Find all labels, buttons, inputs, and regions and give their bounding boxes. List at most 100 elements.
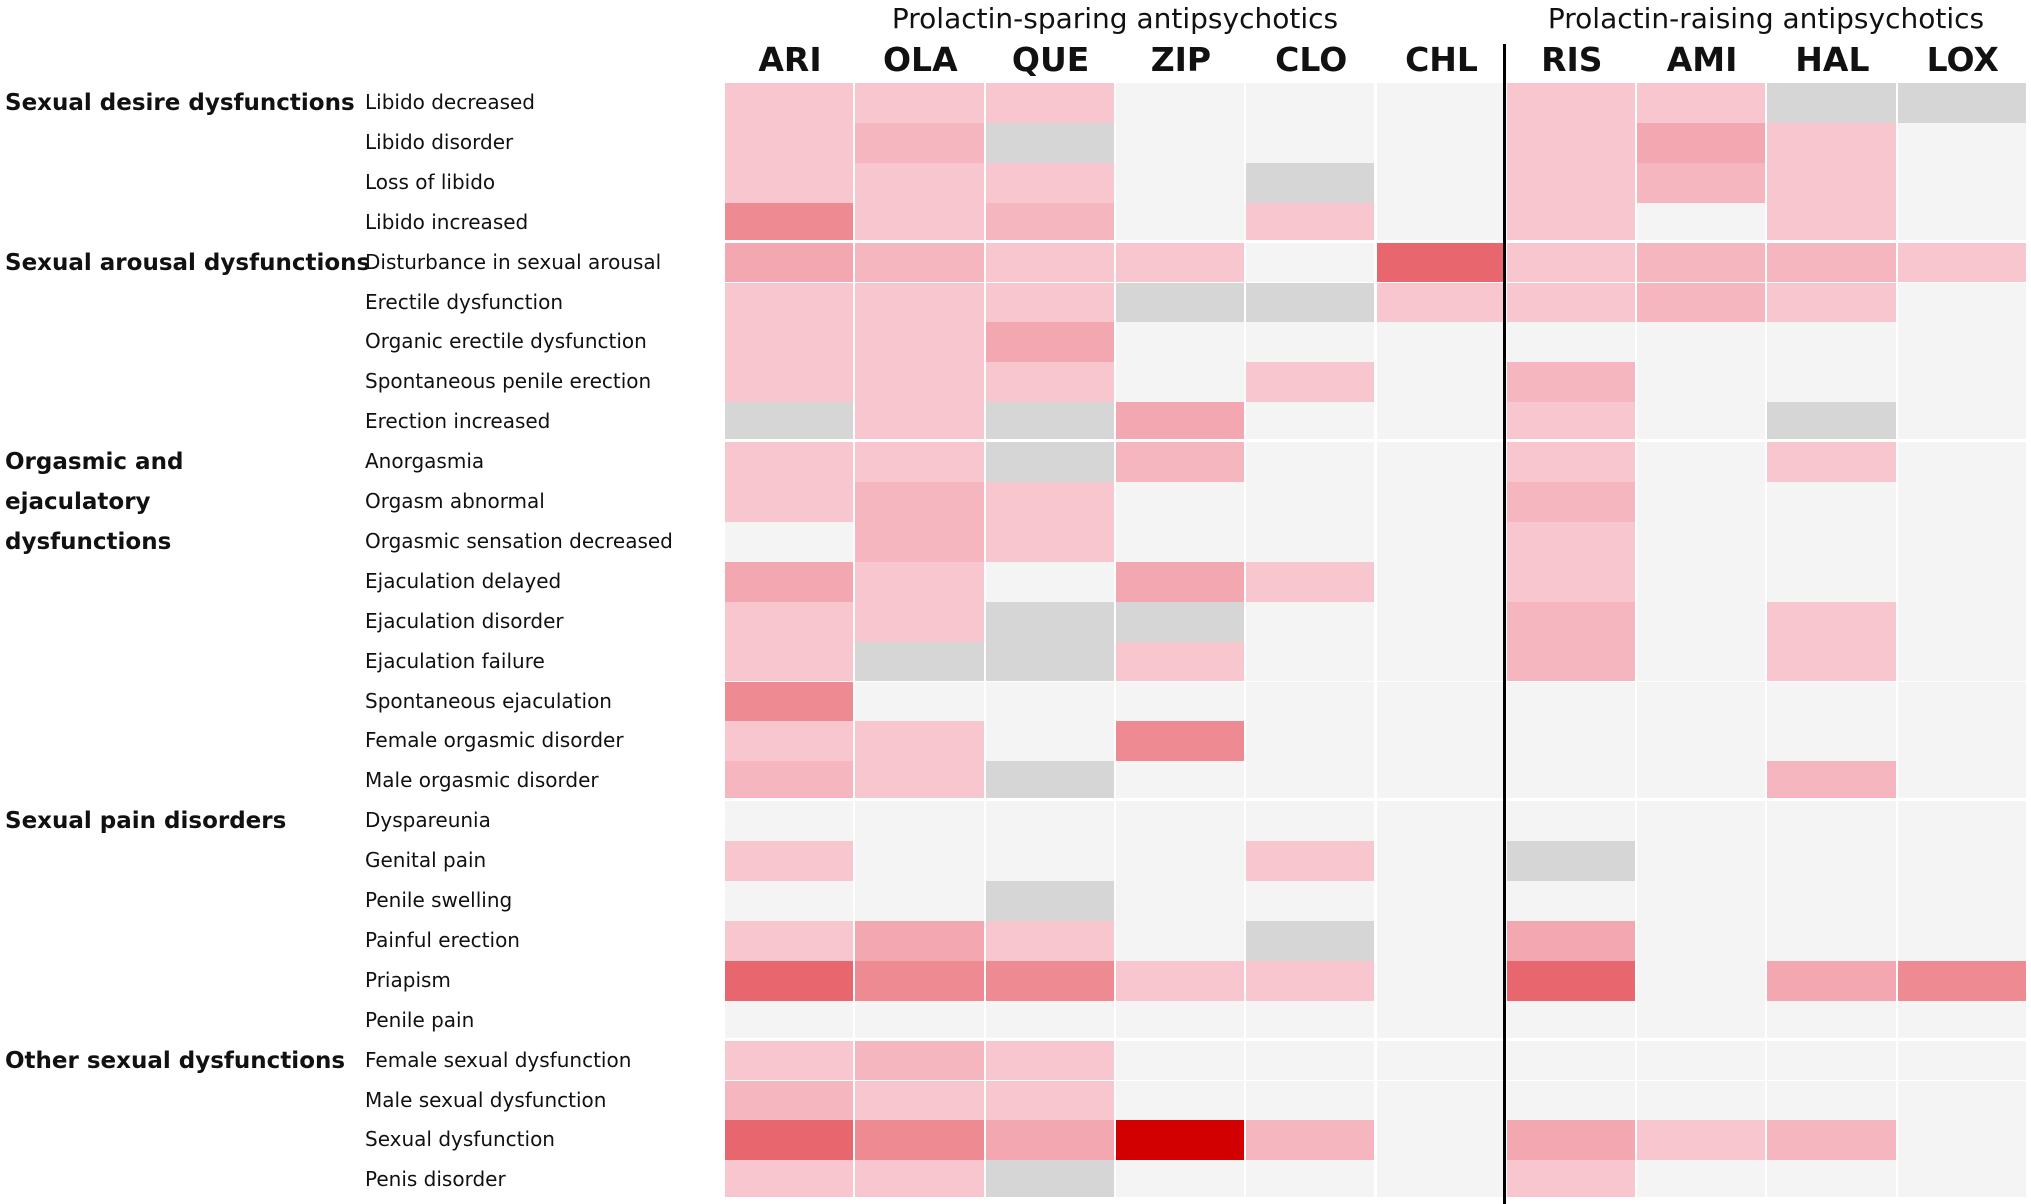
heatmap-cell [725,841,854,881]
heatmap-cell [1115,322,1245,363]
heatmap-cell [1115,482,1245,522]
heatmap-cell [985,721,1114,762]
heatmap-cell [855,641,984,682]
heatmap-cell [855,960,984,1001]
heatmap-cell [1767,242,1896,283]
heatmap-cell [1246,1040,1375,1081]
heatmap-cell [855,1160,984,1198]
heatmap-cell [1115,202,1245,240]
row-label: Penile swelling [365,888,513,912]
heatmap-cell [1115,960,1245,1001]
heatmap-cell [1506,1160,1636,1198]
heatmap-cell [725,1040,854,1081]
heatmap-cell [1637,960,1766,1001]
heatmap-cell [1246,322,1375,363]
column-header-que: QUE [1011,40,1090,79]
heatmap-cell [1506,162,1636,203]
heatmap-cell [1115,881,1245,921]
heatmap-cell [855,282,984,323]
heatmap-cell [1637,322,1766,363]
heatmap-cell [1767,841,1896,881]
heatmap-cell [1767,1160,1896,1198]
heatmap-cell [1767,681,1896,722]
heatmap-cell [1246,202,1375,240]
heatmap-cell [985,641,1114,682]
column-header-ami: AMI [1666,40,1738,79]
heatmap-cell [1376,1080,1505,1121]
row-label: Penile pain [365,1007,475,1032]
heatmap-cell [1767,920,1896,961]
heatmap-cell [1767,122,1896,163]
heatmap-cell [1506,362,1636,403]
heatmap-cell [1246,442,1375,482]
heatmap-cell [855,761,984,799]
heatmap-cell [1115,282,1245,323]
heatmap-cell [985,881,1114,921]
heatmap-cell [855,402,984,440]
heatmap-cell [1376,841,1505,881]
heatmap-cell [725,721,854,762]
column-header-clo: CLO [1275,40,1348,79]
heatmap-cell [1376,1000,1505,1038]
heatmap-cell [1767,521,1896,562]
heatmap-cell [1246,721,1375,762]
heatmap-cell [1376,601,1505,642]
heatmap-cell [1376,83,1505,123]
heatmap-cell [1637,162,1766,203]
row-label: Libido disorder [365,129,514,154]
heatmap-cell [725,681,854,722]
row-label: Genital pain [365,848,487,873]
heatmap-cell [1246,960,1375,1001]
heatmap-cell [725,122,854,163]
heatmap-cell [1506,920,1636,961]
heatmap-cell [1246,881,1375,921]
heatmap-cell [1637,402,1766,440]
heatmap-cell [855,841,984,881]
heatmap-cell [855,920,984,961]
heatmap-cell [1376,482,1505,522]
heatmap-cell [855,1120,984,1161]
heatmap-cell [1506,561,1636,602]
heatmap-cell [985,482,1114,522]
row-label: Painful erection [365,927,520,952]
heatmap-cell [1506,641,1636,682]
heatmap-cell [725,1000,854,1038]
heatmap-cell [1246,601,1375,642]
heatmap-cell [1115,920,1245,961]
heatmap-cell [1897,881,2026,921]
heatmap-cell [1506,122,1636,163]
heatmap-cell [1897,162,2026,203]
heatmap-cell [725,960,854,1001]
row-label: Orgasm abnormal [365,489,545,513]
heatmap-cell [1115,442,1245,482]
heatmap-cell [1897,322,2026,363]
heatmap-cell [1767,322,1896,363]
heatmap-cell [985,521,1114,562]
heatmap-cell [1115,601,1245,642]
heatmap-cell [1767,162,1896,203]
column-header-zip: ZIP [1150,40,1212,79]
heatmap-cell [1506,841,1636,881]
group-title-prolactin-sparing: Prolactin-sparing antipsychotics [891,2,1339,35]
heatmap-cell [1506,1040,1636,1081]
heatmap-cell [855,442,984,482]
heatmap-cell [1897,841,2026,881]
row-label: Disturbance in sexual arousal [365,249,662,274]
heatmap-cell [1897,960,2026,1001]
heatmap-cell [1637,801,1766,842]
heatmap-cell [1376,561,1505,602]
heatmap-cell [1506,402,1636,440]
row-label: Female orgasmic disorder [365,728,624,753]
heatmap-cell [1246,641,1375,682]
row-label: Organic erectile dysfunction [365,329,647,354]
column-header-ari: ARI [758,40,822,79]
heatmap-cell [1506,801,1636,842]
heatmap-cell [985,841,1114,881]
heatmap-cell [1637,681,1766,722]
heatmap-cell [1767,960,1896,1001]
heatmap-cell [725,641,854,682]
column-header-ola: OLA [882,40,958,79]
heatmap-cell [1376,162,1505,203]
heatmap-cell [1376,801,1505,842]
heatmap-cell [1767,881,1896,921]
